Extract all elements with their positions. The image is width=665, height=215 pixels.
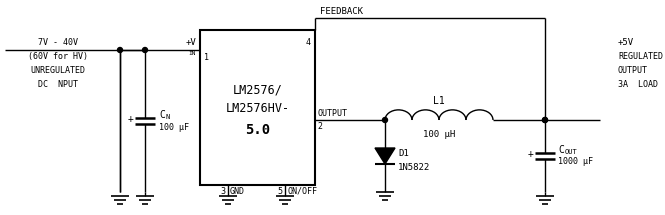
Text: N: N xyxy=(166,114,170,120)
Text: FEEDBACK: FEEDBACK xyxy=(320,7,363,16)
Text: 1000 μF: 1000 μF xyxy=(558,158,593,166)
Circle shape xyxy=(118,48,122,52)
Text: LM2576HV-: LM2576HV- xyxy=(225,101,289,115)
Text: 7V - 40V: 7V - 40V xyxy=(38,38,78,47)
Text: 3: 3 xyxy=(220,187,225,196)
Text: OUT: OUT xyxy=(565,149,578,155)
Text: 5.0: 5.0 xyxy=(245,123,270,137)
Text: OUTPUT: OUTPUT xyxy=(618,66,648,75)
Text: +: + xyxy=(128,114,134,124)
Text: DC  NPUT: DC NPUT xyxy=(38,80,78,89)
Text: OUTPUT: OUTPUT xyxy=(317,109,347,118)
Text: 100 μF: 100 μF xyxy=(159,123,189,132)
Text: UNREGULATED: UNREGULATED xyxy=(31,66,86,75)
Text: +V: +V xyxy=(186,38,196,47)
Text: GND: GND xyxy=(230,187,245,196)
Bar xyxy=(200,30,315,185)
Text: (60V for HV): (60V for HV) xyxy=(28,52,88,61)
Text: IN: IN xyxy=(188,51,196,56)
Circle shape xyxy=(543,118,547,123)
Text: 4: 4 xyxy=(306,38,311,47)
Text: 3A  LOAD: 3A LOAD xyxy=(618,80,658,89)
Polygon shape xyxy=(375,148,395,164)
Text: REGULATED: REGULATED xyxy=(618,52,663,61)
Text: ON/OFF: ON/OFF xyxy=(287,187,317,196)
Text: LM2576/: LM2576/ xyxy=(233,83,283,97)
Circle shape xyxy=(142,48,148,52)
Text: 1N5822: 1N5822 xyxy=(398,163,430,172)
Text: C: C xyxy=(159,110,165,120)
Circle shape xyxy=(382,118,388,123)
Text: L1: L1 xyxy=(433,96,445,106)
Text: D1: D1 xyxy=(398,149,409,158)
Text: 5: 5 xyxy=(277,187,282,196)
Text: 100 μH: 100 μH xyxy=(423,130,455,139)
Text: 1: 1 xyxy=(204,53,209,62)
Text: 2: 2 xyxy=(317,122,322,131)
Text: +: + xyxy=(528,149,534,159)
Text: +5V: +5V xyxy=(618,38,634,47)
Text: C: C xyxy=(558,145,564,155)
Circle shape xyxy=(543,118,547,123)
